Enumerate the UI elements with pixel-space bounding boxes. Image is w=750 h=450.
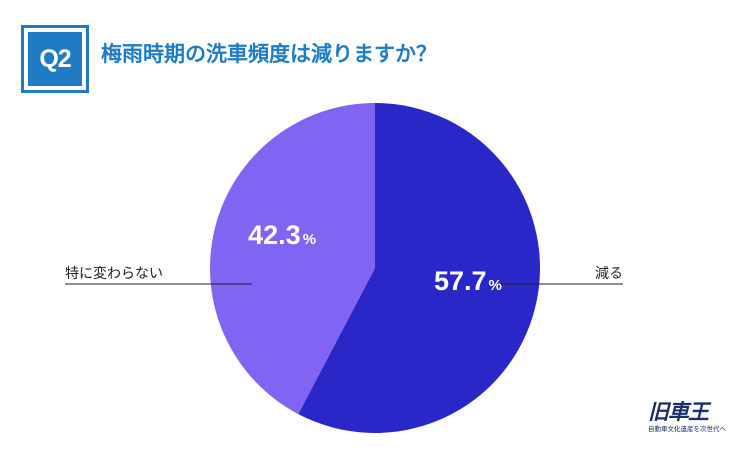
pie-slice-1: [209, 102, 375, 415]
pie-slice-0: [298, 103, 540, 433]
pie-category-label-1: 特に変わらない: [65, 265, 163, 282]
pie-category-label-0: 減る: [595, 265, 623, 282]
pie-value-label-1: 42.3%: [248, 220, 316, 250]
question-badge: Q2: [21, 25, 89, 93]
brand-logo-mark: 旧車王: [648, 401, 709, 424]
brand-logo-tagline: 自動車文化遺産を次世代へ: [648, 425, 726, 433]
question-badge-label: Q2: [28, 32, 82, 86]
pie-value-label-0: 57.7%: [434, 266, 502, 296]
question-title: 梅雨時期の洗車頻度は減りますか？: [101, 42, 437, 66]
brand-logo: 旧車王 自動車文化遺産を次世代へ: [648, 402, 744, 442]
